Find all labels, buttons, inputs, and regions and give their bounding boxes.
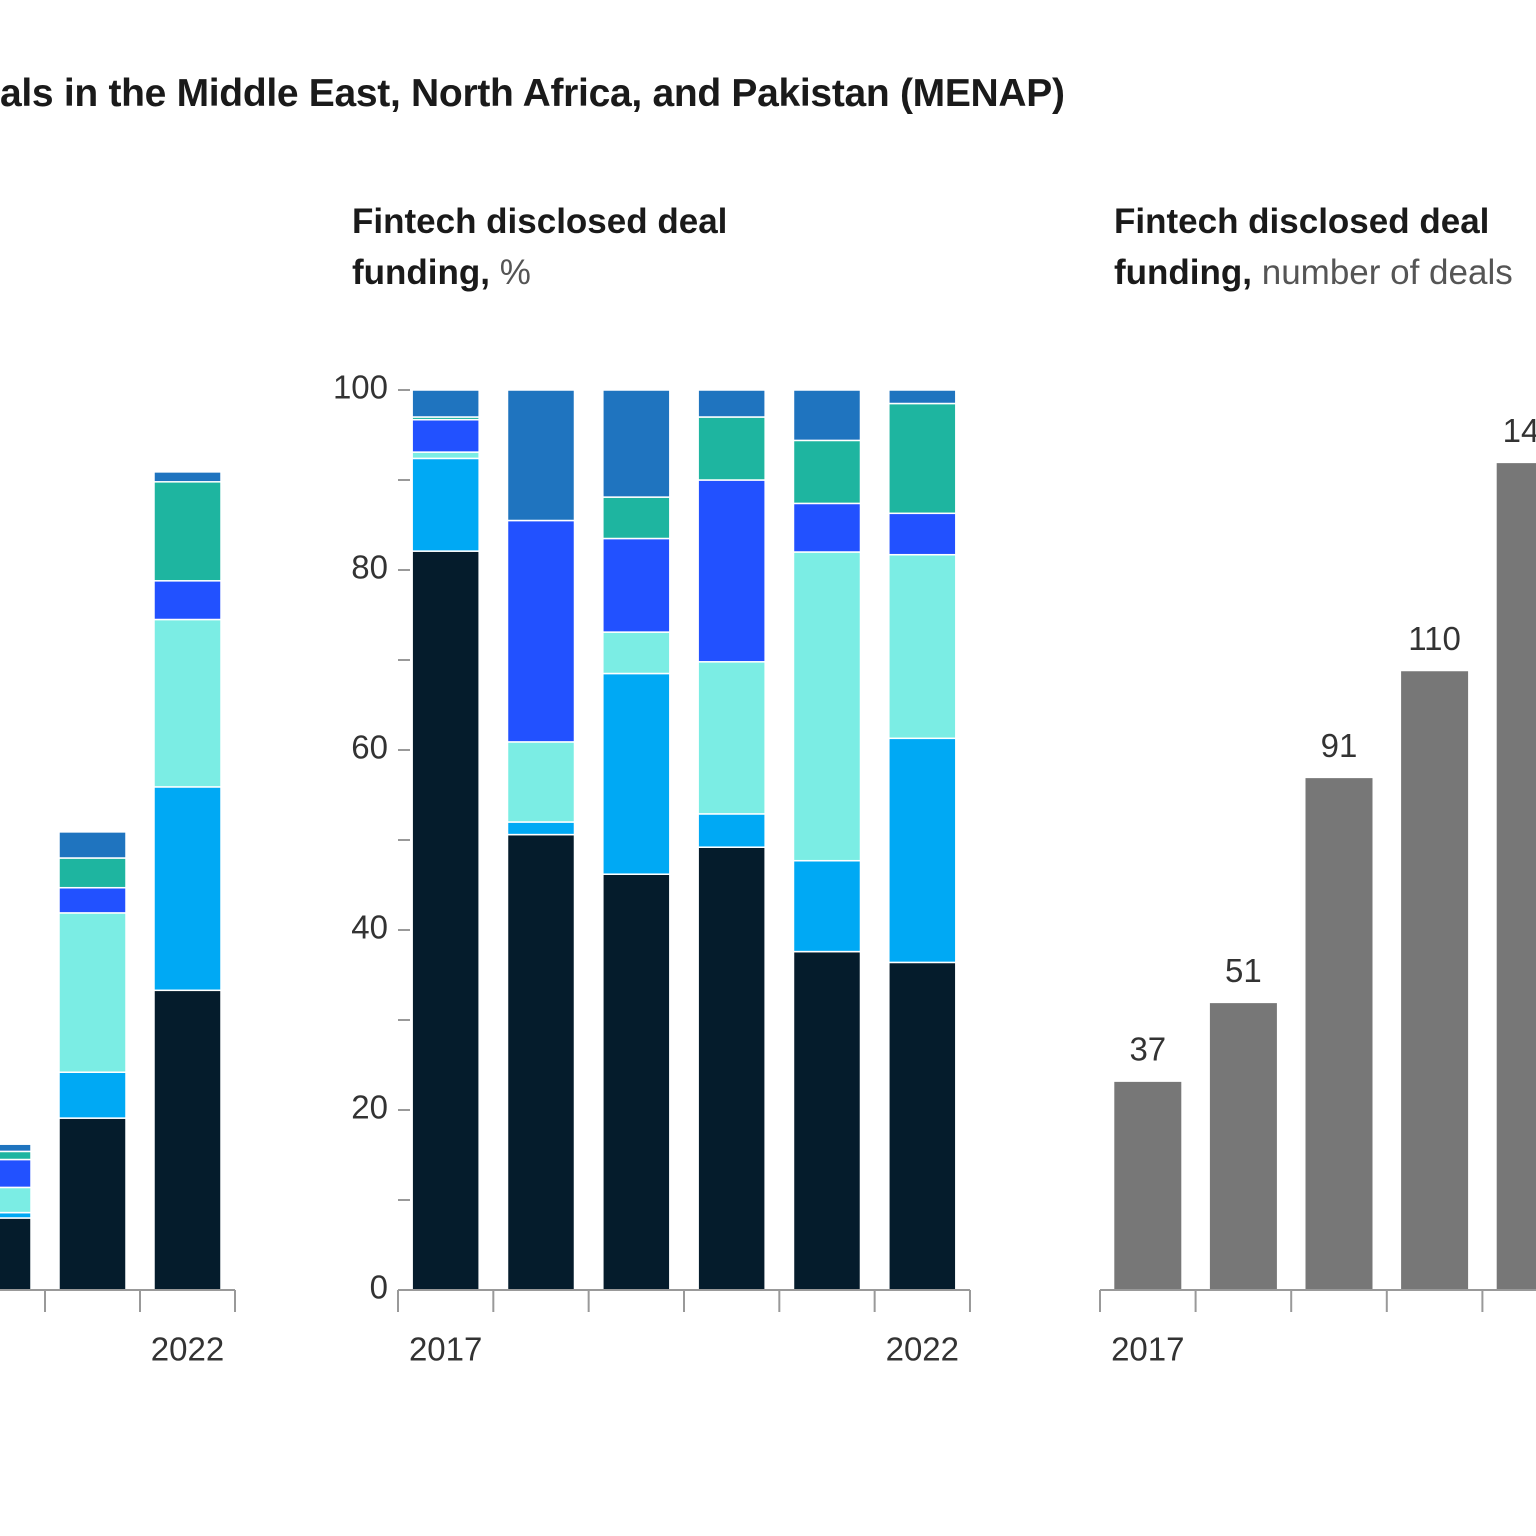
title-unit: %	[499, 253, 531, 292]
bar-segment	[411, 457, 480, 552]
bar-segment	[602, 496, 671, 540]
subtitle: als in the Middle East, North Africa, an…	[0, 72, 1065, 115]
bar-segment	[58, 1117, 127, 1291]
bar-segment	[506, 519, 576, 743]
value-label: 91	[1321, 727, 1358, 764]
bar-segment	[888, 512, 957, 556]
bar-segment	[888, 402, 957, 515]
chart-title: Fintech disclosed deal funding, %	[352, 196, 812, 298]
y-tick-label: 40	[351, 909, 388, 946]
title-text: Fintech disclosed deal funding,	[352, 202, 728, 292]
title-unit: number of deals	[1261, 253, 1513, 292]
bar-segment	[792, 439, 862, 505]
bar-segment	[0, 1158, 32, 1189]
bar-segment	[602, 537, 671, 633]
bar-segment	[602, 672, 671, 875]
bar-segment	[792, 389, 862, 442]
bar-segment	[0, 1211, 32, 1219]
bar-segment	[697, 389, 766, 418]
bar-segment	[697, 479, 766, 663]
y-tick-label: 100	[333, 369, 388, 406]
bar-segment	[0, 1143, 32, 1153]
bar-segment	[602, 389, 671, 498]
bar-segment	[58, 886, 127, 914]
y-tick-label: 80	[351, 549, 388, 586]
bar-segment	[506, 821, 576, 836]
y-tick-label: 60	[351, 729, 388, 766]
bar-segment	[697, 813, 766, 848]
bar-segment	[153, 471, 222, 483]
bar-segment	[411, 389, 480, 418]
value-label: 110	[1408, 620, 1461, 657]
bar-segment	[792, 950, 862, 1291]
bar-segment	[697, 661, 766, 815]
value-label: 37	[1129, 1031, 1166, 1068]
bar-segment	[0, 1217, 32, 1291]
bar-segment	[58, 1071, 127, 1119]
y-tick-label: 20	[351, 1089, 388, 1126]
value-label: 147	[1503, 412, 1536, 449]
bar-segment	[411, 550, 480, 1291]
x-tick-label: 2017	[1111, 1331, 1184, 1368]
bar-segment	[697, 846, 766, 1291]
bar	[1401, 671, 1469, 1290]
bar	[1305, 778, 1373, 1290]
bar-segment	[697, 416, 766, 481]
bar-segment	[506, 741, 576, 823]
bar-segment	[153, 618, 222, 788]
bar-segment	[153, 989, 222, 1291]
bar-segment	[411, 418, 480, 453]
bar-segment	[792, 551, 862, 862]
bar-segment	[602, 873, 671, 1291]
bar-segment	[58, 912, 127, 1073]
x-tick-label: 2022	[886, 1331, 959, 1368]
bar	[1209, 1003, 1277, 1290]
bar-segment	[506, 389, 576, 522]
bar-segment	[888, 961, 957, 1291]
bar	[1496, 463, 1536, 1290]
bar-segment	[58, 857, 127, 889]
bar-segment	[792, 859, 862, 953]
bar-segment	[153, 580, 222, 621]
bar-segment	[411, 451, 480, 460]
bar-segment	[0, 1186, 32, 1214]
bar-segment	[153, 481, 222, 582]
bar-segment	[153, 786, 222, 992]
bar-segment	[602, 631, 671, 675]
x-tick-label: 2017	[409, 1331, 482, 1368]
bar-segment	[506, 833, 576, 1291]
bar-segment	[58, 831, 127, 859]
bar-segment	[792, 502, 862, 553]
y-tick-label: 0	[370, 1269, 388, 1306]
title-text: Fintech disclosed deal funding,	[1114, 202, 1490, 292]
bar-segment	[0, 1150, 32, 1161]
value-label: 51	[1225, 952, 1262, 989]
x-tick-label: 2022	[151, 1331, 224, 1368]
bar-segment	[888, 737, 957, 964]
bar	[1114, 1081, 1182, 1290]
chart-title: Fintech disclosed deal funding, number o…	[1114, 196, 1536, 298]
bar-segment	[888, 553, 957, 740]
bar-segment	[888, 389, 957, 405]
